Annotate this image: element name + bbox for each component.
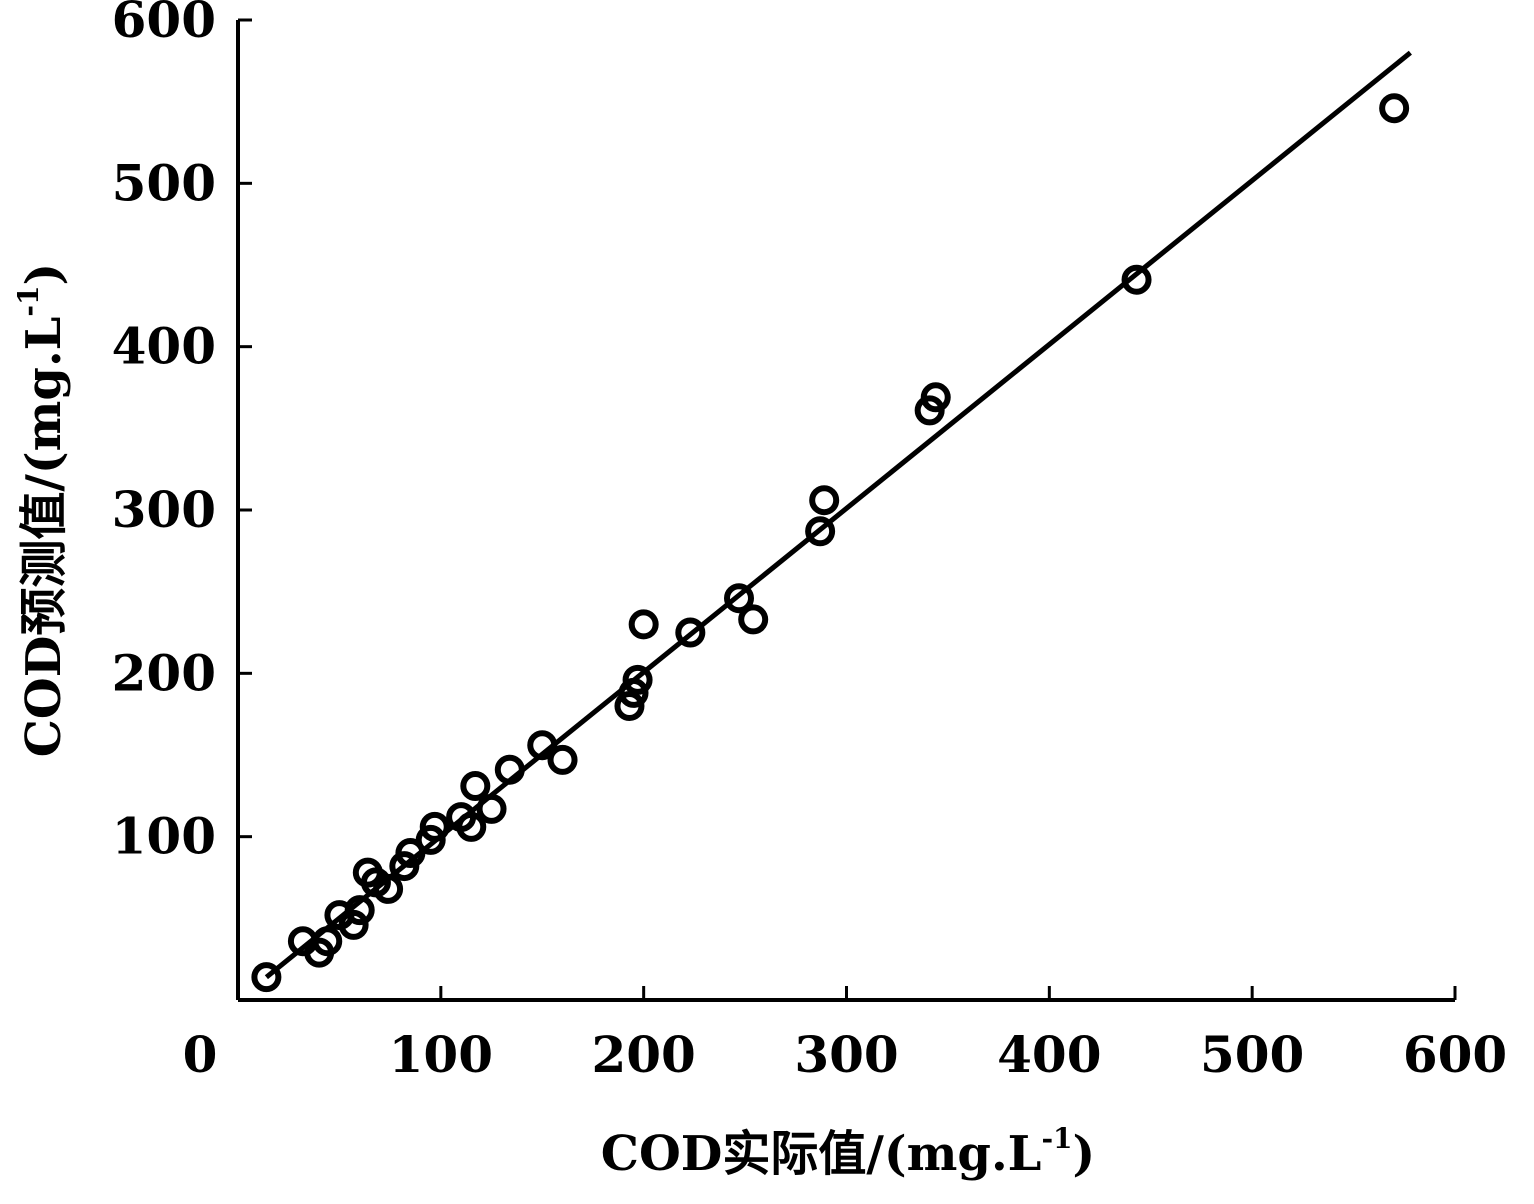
x-tick-label: 500: [1200, 1025, 1304, 1084]
data-point: [622, 664, 653, 695]
data-point: [494, 754, 525, 785]
x-tick-label: 0: [183, 1025, 218, 1084]
data-point: [373, 873, 404, 904]
x-axis-label-sup: -1: [1041, 1122, 1072, 1155]
y-axis-label-sup: -1: [12, 285, 45, 316]
data-point: [312, 926, 343, 957]
x-ticks: 0 100 200 300 400 500 600: [183, 986, 1507, 1084]
data-point: [338, 909, 369, 940]
data-point: [527, 730, 558, 761]
data-point: [415, 824, 446, 855]
data-point: [460, 771, 491, 802]
x-axis-label: COD实际值/(mg.L-1): [601, 1122, 1096, 1182]
y-axis-label: COD预测值/(mg.L-1): [12, 263, 72, 758]
data-point: [395, 838, 426, 868]
data-point: [738, 604, 769, 635]
x-axis-label-close: ): [1073, 1126, 1096, 1182]
x-tick-label: 600: [1403, 1025, 1507, 1084]
data-point: [723, 583, 754, 614]
data-point: [419, 811, 450, 842]
data-points: [251, 93, 1410, 993]
y-axis-label-close: ): [16, 263, 72, 286]
x-tick-label: 300: [794, 1025, 898, 1084]
data-point: [251, 962, 282, 993]
y-axis-label-main: COD预测值/(mg.L: [16, 317, 72, 758]
x-tick-label: 400: [997, 1025, 1101, 1084]
data-point: [618, 677, 649, 708]
data-point: [1121, 264, 1152, 295]
y-tick-label: 500: [112, 153, 216, 212]
data-point: [920, 382, 951, 413]
data-point: [476, 793, 507, 824]
y-ticks: 100 200 300 400 500 600: [112, 0, 252, 866]
x-tick-label: 200: [591, 1025, 695, 1084]
data-point: [547, 744, 578, 775]
y-tick-label: 600: [112, 0, 216, 49]
data-point: [628, 609, 659, 640]
y-tick-label: 100: [112, 807, 216, 866]
data-point: [805, 516, 836, 547]
data-point: [614, 691, 645, 721]
data-point: [1379, 93, 1410, 124]
data-point: [456, 811, 487, 842]
y-tick-label: 200: [112, 643, 216, 702]
x-axis-label-main: COD实际值/(mg.L: [601, 1126, 1042, 1182]
y-tick-label: 400: [112, 317, 216, 376]
data-point: [675, 617, 706, 648]
x-tick-label: 100: [389, 1025, 493, 1084]
y-tick-label: 300: [112, 480, 216, 539]
data-point: [809, 485, 840, 516]
data-point: [344, 895, 375, 926]
